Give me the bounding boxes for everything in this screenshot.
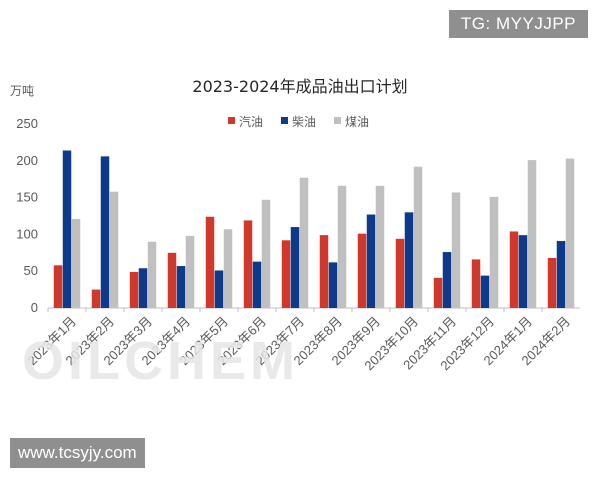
bar — [565, 158, 575, 308]
bar — [328, 262, 338, 308]
bar — [91, 289, 101, 308]
y-tick-label: 200 — [16, 153, 38, 168]
bar — [357, 233, 367, 308]
bar — [518, 235, 528, 308]
legend-swatch — [281, 117, 288, 124]
bar — [413, 166, 423, 308]
bar — [556, 241, 566, 308]
bars — [53, 150, 575, 308]
legend-label: 柴油 — [292, 115, 316, 129]
bar — [53, 265, 63, 308]
chart-title: 2023-2024年成品油出口计划 — [192, 77, 407, 96]
bar — [299, 177, 309, 308]
bar — [100, 156, 110, 308]
oilchem-watermark: OILCHEM — [22, 331, 299, 391]
bar — [281, 240, 291, 308]
telegram-badge: TG: MYYJJPP — [448, 10, 588, 38]
bar — [433, 277, 443, 308]
bar — [509, 231, 519, 308]
bar — [138, 268, 148, 308]
y-tick-label: 250 — [16, 116, 38, 131]
legend-label: 汽油 — [239, 114, 263, 129]
bar — [395, 238, 405, 308]
y-axis-unit: 万吨 — [10, 84, 34, 98]
bar — [527, 160, 537, 308]
bar — [176, 266, 186, 308]
bar — [167, 252, 177, 308]
bar — [261, 199, 271, 308]
legend: 汽油 柴油 煤油 — [228, 114, 369, 129]
bar — [451, 192, 461, 308]
bar — [62, 150, 72, 308]
legend-label: 煤油 — [345, 115, 369, 129]
bar — [480, 275, 490, 308]
website-badge: www.tcsyjy.com — [10, 438, 145, 468]
bar — [214, 270, 224, 308]
bar — [319, 235, 329, 308]
bar — [252, 261, 262, 308]
bar — [147, 241, 157, 308]
bar — [366, 214, 376, 308]
bar — [337, 185, 347, 308]
bar — [205, 216, 215, 308]
legend-swatch — [334, 117, 341, 124]
bar — [129, 271, 139, 308]
bar — [471, 259, 481, 308]
bar — [71, 218, 81, 308]
y-tick-label: 50 — [24, 263, 38, 278]
bar — [109, 191, 119, 308]
y-tick-label: 0 — [31, 300, 38, 315]
y-tick-label: 100 — [16, 226, 38, 241]
y-tick-label: 150 — [16, 190, 38, 205]
bar — [223, 229, 233, 308]
bar — [404, 212, 414, 308]
bar — [547, 257, 557, 308]
bar — [185, 235, 195, 308]
bar — [375, 185, 385, 308]
legend-swatch — [228, 117, 235, 124]
bar — [290, 227, 300, 308]
bar — [442, 252, 452, 308]
bar — [243, 220, 253, 308]
bar — [489, 196, 499, 308]
